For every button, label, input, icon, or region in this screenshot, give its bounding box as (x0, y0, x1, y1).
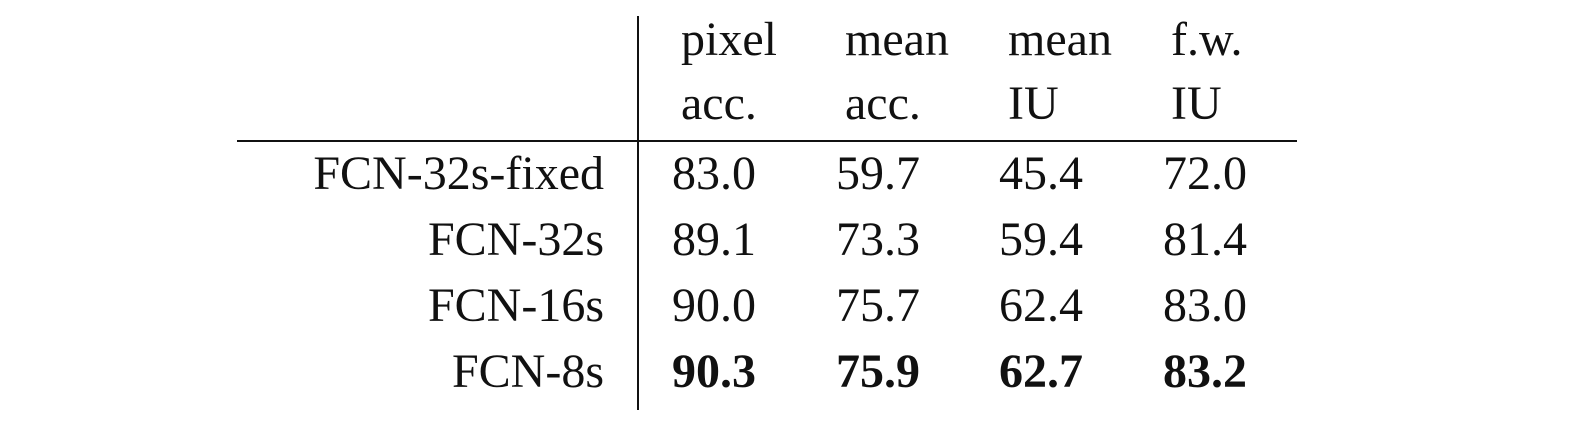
header-mean-acc-line1: mean (845, 13, 949, 66)
table-cell: 83.0 (672, 147, 756, 200)
table-cell: 81.4 (1163, 213, 1247, 266)
header-pixel-acc-line1: pixel (681, 13, 777, 66)
header-fw-iu-line1: f.w. (1171, 13, 1243, 66)
table-cell: 83.0 (1163, 279, 1247, 332)
table-cell: 90.0 (672, 279, 756, 332)
row-label-fcn-32s-fixed: FCN-32s-fixed (313, 147, 604, 200)
header-fw-iu-line2: IU (1171, 77, 1222, 130)
header-pixel-acc-line2: acc. (681, 77, 757, 130)
table-cell: 89.1 (672, 213, 756, 266)
table-cell: 59.4 (999, 213, 1083, 266)
header-mean-iu-line2: IU (1008, 77, 1059, 130)
table-cell: 62.4 (999, 279, 1083, 332)
row-label-fcn-32s: FCN-32s (427, 213, 604, 266)
table-cell-best: 62.7 (999, 345, 1083, 398)
column-divider (637, 16, 639, 410)
table-cell: 75.7 (836, 279, 920, 332)
header-mean-acc-line2: acc. (845, 77, 921, 130)
table-cell-best: 90.3 (672, 345, 756, 398)
table-cell: 73.3 (836, 213, 920, 266)
table-cell: 59.7 (836, 147, 920, 200)
row-label-fcn-8s: FCN-8s (451, 345, 604, 398)
table-cell-best: 75.9 (836, 345, 920, 398)
table-cell: 45.4 (999, 147, 1083, 200)
row-label-fcn-16s: FCN-16s (427, 279, 604, 332)
header-rule (237, 140, 1297, 142)
header-mean-iu-line1: mean (1008, 13, 1112, 66)
table-cell: 72.0 (1163, 147, 1247, 200)
table-cell-best: 83.2 (1163, 345, 1247, 398)
